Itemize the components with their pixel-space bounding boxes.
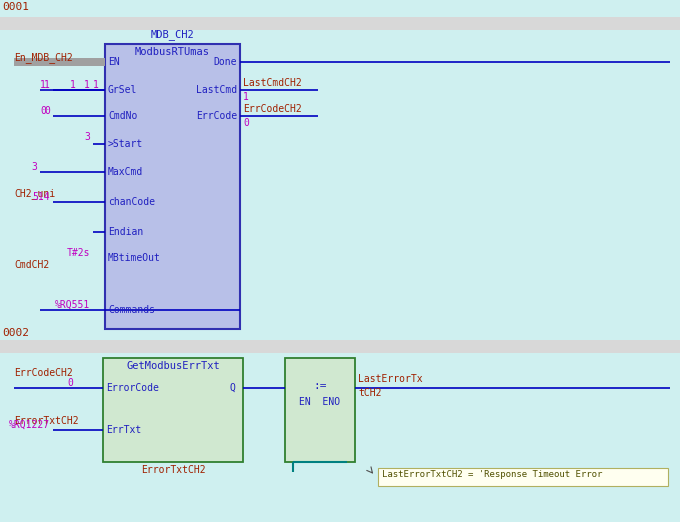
Text: ErrorTxtCH2: ErrorTxtCH2: [141, 465, 205, 475]
Text: 3: 3: [84, 132, 90, 142]
Text: Endian: Endian: [108, 227, 143, 237]
Text: Q: Q: [229, 383, 235, 393]
Text: CmdCH2: CmdCH2: [14, 260, 49, 270]
Text: %RQ551: %RQ551: [55, 300, 90, 310]
Bar: [14, 58, 105, 66]
Text: ErrCodeCH2: ErrCodeCH2: [14, 368, 73, 378]
Bar: [103, 358, 243, 462]
Text: 1: 1: [40, 80, 46, 90]
Text: LastCmd: LastCmd: [196, 85, 237, 95]
Text: ErrorTxtCH2: ErrorTxtCH2: [14, 416, 79, 426]
Text: 1: 1: [84, 80, 90, 90]
Text: 0001: 0001: [2, 2, 29, 12]
Bar: [0, 340, 680, 353]
Text: T#2s: T#2s: [67, 248, 90, 258]
Text: EN  ENO: EN ENO: [299, 397, 341, 407]
Text: Done: Done: [214, 57, 237, 67]
Text: LastErrorTxtCH2 = 'Response Timeout Error                 ': LastErrorTxtCH2 = 'Response Timeout Erro…: [382, 470, 680, 479]
Text: MDB_CH2: MDB_CH2: [151, 29, 194, 40]
Text: GrSel: GrSel: [108, 85, 137, 95]
Text: ErrCode: ErrCode: [196, 111, 237, 121]
Bar: [285, 358, 355, 462]
Text: >Start: >Start: [108, 139, 143, 149]
Text: %RQ1227: %RQ1227: [9, 420, 50, 430]
Text: 0: 0: [40, 106, 46, 116]
Bar: [0, 17, 680, 30]
Text: ModbusRTUmas: ModbusRTUmas: [135, 47, 210, 57]
Text: 0: 0: [243, 118, 249, 128]
Text: CmdNo: CmdNo: [108, 111, 137, 121]
Bar: [378, 468, 668, 486]
Text: 0: 0: [67, 378, 73, 388]
Text: 1: 1: [44, 80, 50, 90]
Text: GetModbusErrTxt: GetModbusErrTxt: [126, 361, 220, 371]
Text: chanCode: chanCode: [108, 197, 155, 207]
Text: 1: 1: [93, 80, 99, 90]
Text: ErrorCode: ErrorCode: [106, 383, 159, 393]
Text: LastErrorTx: LastErrorTx: [358, 374, 423, 384]
Text: EN: EN: [108, 57, 120, 67]
Bar: [105, 44, 240, 329]
Text: 1: 1: [70, 80, 76, 90]
Text: ErrTxt: ErrTxt: [106, 425, 141, 435]
Text: LastCmdCH2: LastCmdCH2: [243, 78, 302, 88]
Text: En_MDB_CH2: En_MDB_CH2: [14, 52, 73, 63]
Text: 1: 1: [243, 92, 249, 102]
Text: Commands: Commands: [108, 305, 155, 315]
Text: 3: 3: [31, 162, 37, 172]
Text: tCH2: tCH2: [358, 388, 381, 398]
Text: :=: :=: [313, 381, 327, 391]
Text: ErrCodeCH2: ErrCodeCH2: [243, 104, 302, 114]
Text: 514: 514: [33, 192, 50, 202]
Text: MBtimeOut: MBtimeOut: [108, 253, 161, 263]
Text: 0002: 0002: [2, 328, 29, 338]
Text: MaxCmd: MaxCmd: [108, 167, 143, 177]
Text: 0: 0: [44, 106, 50, 116]
Text: CH2_uni: CH2_uni: [14, 188, 55, 199]
